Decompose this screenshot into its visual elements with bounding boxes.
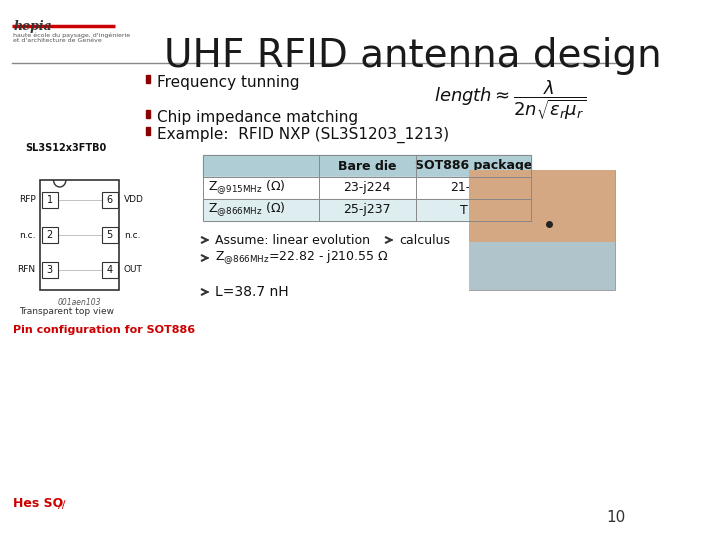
Bar	[469, 170, 615, 242]
Text: haute école du paysage, d'ingénierie: haute école du paysage, d'ingénierie	[13, 32, 130, 37]
Text: Hes SO: Hes SO	[13, 497, 63, 510]
Text: 001aen103: 001aen103	[58, 298, 102, 307]
Text: Transparent top view: Transparent top view	[19, 307, 114, 316]
Bar	[42, 192, 58, 208]
Text: $length \approx \dfrac{\lambda}{2n\sqrt{\varepsilon_r \mu_r}}$: $length \approx \dfrac{\lambda}{2n\sqrt{…	[433, 78, 586, 122]
Bar	[469, 242, 615, 290]
Text: RFN: RFN	[17, 266, 35, 274]
Bar	[204, 177, 531, 199]
Text: 5: 5	[107, 230, 113, 240]
Text: 23-j224: 23-j224	[343, 181, 391, 194]
Bar	[146, 75, 150, 83]
Text: 10: 10	[606, 510, 626, 525]
Bar	[42, 262, 58, 278]
Text: 4: 4	[107, 265, 113, 275]
Text: 1: 1	[47, 195, 53, 205]
Text: Chip impedance matching: Chip impedance matching	[156, 110, 358, 125]
Text: hepia: hepia	[13, 20, 52, 33]
Text: SL3S12x3FTB0: SL3S12x3FTB0	[26, 143, 107, 153]
Text: //: //	[58, 500, 65, 510]
Text: SOT886 package: SOT886 package	[415, 159, 532, 172]
Text: 6: 6	[107, 195, 113, 205]
Text: 21-j199: 21-j199	[449, 181, 497, 194]
Text: 3: 3	[47, 265, 53, 275]
Text: VDD: VDD	[124, 195, 144, 205]
Text: Pin configuration for SOT886: Pin configuration for SOT886	[13, 325, 195, 335]
Text: Z$_{\mathregular{@915MHz}}$ ($\Omega$): Z$_{\mathregular{@915MHz}}$ ($\Omega$)	[208, 179, 285, 197]
Bar	[40, 180, 120, 290]
Text: 2: 2	[46, 230, 53, 240]
Bar	[102, 262, 117, 278]
Text: et d'architecture de Genève: et d'architecture de Genève	[13, 38, 102, 43]
Bar	[42, 227, 58, 243]
Bar	[204, 199, 531, 221]
Text: Z$_{\mathregular{@866MHz}}$ ($\Omega$): Z$_{\mathregular{@866MHz}}$ ($\Omega$)	[208, 201, 285, 219]
Text: n.c.: n.c.	[19, 231, 35, 240]
Text: Z$_{\mathregular{@866 MHz}}$=22.82 - j210.55 $\Omega$: Z$_{\mathregular{@866 MHz}}$=22.82 - j21…	[215, 249, 389, 267]
Bar	[204, 155, 531, 221]
Text: OUT: OUT	[124, 266, 143, 274]
Text: Assume: linear evolution: Assume: linear evolution	[215, 233, 374, 246]
Bar	[204, 155, 531, 177]
Text: Frequency tunning: Frequency tunning	[156, 75, 299, 90]
Text: n.c.: n.c.	[124, 231, 140, 240]
Text: 25-j237: 25-j237	[343, 204, 391, 217]
Text: UHF RFID antenna design: UHF RFID antenna design	[163, 37, 661, 75]
Text: Bare die: Bare die	[338, 159, 397, 172]
Bar	[146, 110, 150, 118]
Bar	[146, 127, 150, 135]
Text: calculus: calculus	[399, 233, 450, 246]
Bar	[469, 170, 615, 290]
Text: Example:  RFID NXP (SL3S1203_1213): Example: RFID NXP (SL3S1203_1213)	[156, 127, 449, 143]
Text: RFP: RFP	[19, 195, 35, 205]
Bar	[102, 192, 117, 208]
Text: TBD: TBD	[460, 204, 486, 217]
Bar	[102, 227, 117, 243]
Text: L=38.7 nH: L=38.7 nH	[215, 285, 289, 299]
